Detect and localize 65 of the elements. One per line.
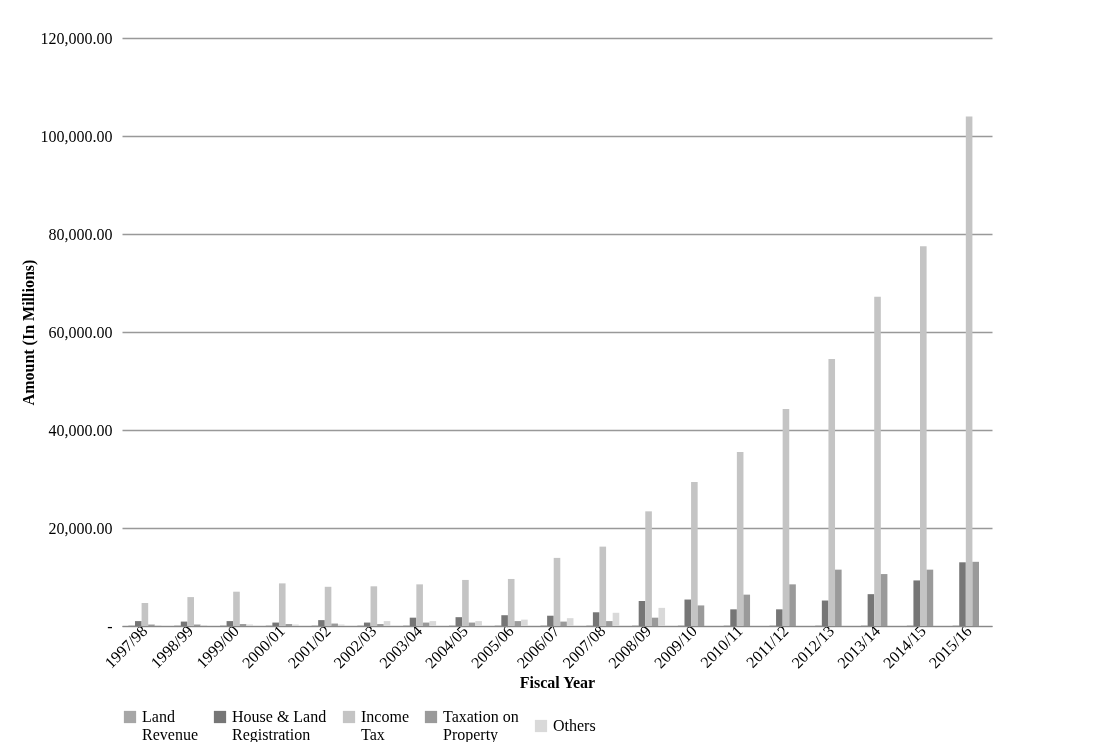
bar	[736, 452, 744, 626]
bar	[959, 562, 966, 626]
bar	[233, 591, 240, 626]
bar	[782, 408, 790, 626]
bar	[566, 618, 574, 626]
y-tick-label: 120,000.00	[40, 29, 113, 47]
bar	[592, 612, 600, 626]
bar	[789, 584, 796, 626]
bar	[370, 586, 378, 626]
bar	[553, 557, 561, 626]
bar	[501, 615, 508, 626]
bar	[612, 612, 620, 626]
bar	[135, 621, 142, 626]
bar	[965, 116, 973, 626]
bar	[560, 621, 567, 626]
bar	[730, 609, 737, 626]
bar	[422, 622, 430, 626]
bar	[383, 621, 391, 626]
bar	[547, 615, 554, 626]
bar	[272, 622, 279, 626]
bar	[920, 246, 927, 626]
bar	[867, 594, 875, 626]
x-axis-title: Fiscal Year	[519, 674, 596, 692]
y-tick-label: 60,000.00	[48, 323, 113, 341]
bar	[743, 594, 751, 626]
y-tick-label: 40,000.00	[48, 421, 113, 439]
y-tick-label: 20,000.00	[48, 519, 113, 537]
bar	[462, 579, 469, 626]
bar	[776, 609, 783, 626]
bar	[926, 569, 934, 626]
bar	[507, 578, 515, 626]
bar	[599, 546, 607, 626]
bar	[324, 586, 332, 626]
bar	[278, 583, 286, 626]
bar	[835, 569, 842, 626]
bar	[874, 296, 881, 626]
bar	[972, 561, 979, 626]
legend-label: Income Tax	[361, 708, 409, 742]
y-tick-label: 100,000.00	[40, 127, 113, 145]
bar	[521, 619, 528, 626]
y-tick-label: 80,000.00	[48, 225, 113, 243]
y-axis-title: Amount (In Millions)	[19, 259, 38, 406]
bar	[416, 584, 423, 626]
bar	[514, 621, 522, 626]
bar	[645, 511, 652, 626]
legend-label: Land Revenue	[142, 708, 198, 742]
bar	[429, 621, 437, 626]
bar	[913, 580, 921, 626]
bar	[658, 607, 666, 626]
bar	[684, 599, 692, 626]
legend-label: Others	[553, 717, 596, 734]
bar	[828, 358, 836, 626]
bar	[141, 602, 149, 626]
bar	[638, 601, 646, 626]
bar	[475, 621, 482, 626]
bar	[187, 597, 194, 626]
bar	[691, 481, 698, 626]
bar	[606, 621, 613, 626]
y-tick-label: -	[107, 617, 113, 635]
bar	[363, 622, 371, 626]
bar	[318, 620, 325, 626]
bar	[880, 574, 888, 626]
bar	[455, 617, 463, 626]
bar	[697, 605, 705, 626]
bar	[226, 621, 234, 626]
